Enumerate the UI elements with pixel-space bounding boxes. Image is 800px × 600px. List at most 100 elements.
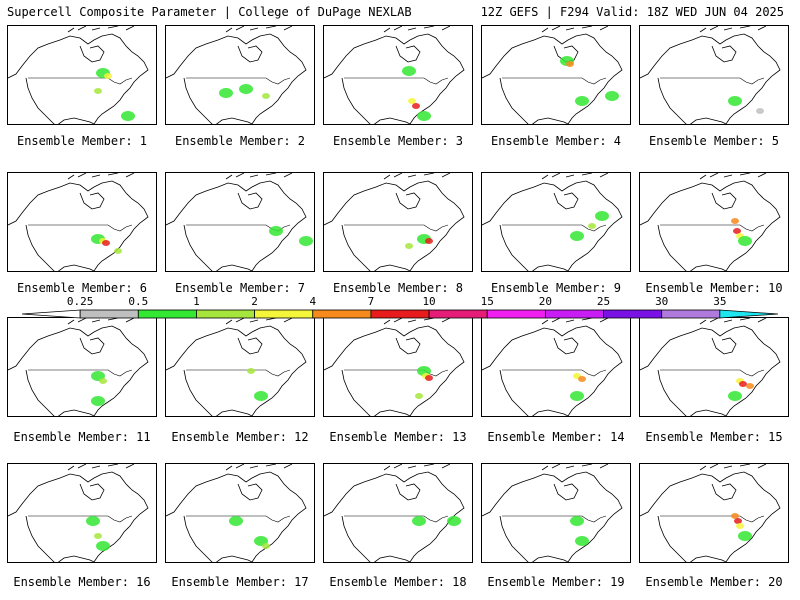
map-canvas: [482, 464, 623, 562]
map-canvas: [8, 318, 149, 416]
arctic-islands: [225, 173, 293, 180]
scp-contour-blob: [417, 111, 431, 121]
coastline: [166, 471, 307, 562]
west-coastline: [657, 224, 687, 271]
arctic-islands: [541, 26, 609, 33]
coastline: [324, 33, 465, 124]
ensemble-member-label: Ensemble Member: 3: [332, 134, 464, 148]
ensemble-member-label: Ensemble Member: 17: [171, 575, 309, 589]
map-canvas: [324, 318, 465, 416]
colorbar-segment: [603, 309, 663, 319]
arctic-islands: [383, 173, 451, 180]
scp-contour-blob: [96, 541, 110, 551]
hudson-bay: [553, 192, 579, 210]
ensemble-map-panel: [323, 25, 473, 125]
colorbar-segment: [544, 309, 604, 319]
ensemble-member-label: Ensemble Member: 4: [490, 134, 622, 148]
colorbar-segment: [312, 309, 372, 319]
scp-contour-blob: [575, 536, 589, 546]
map-canvas: [640, 318, 781, 416]
ensemble-map-panel: [323, 317, 473, 417]
coastline: [324, 325, 465, 416]
ensemble-map-panel: [7, 172, 157, 272]
colorbar-segment: [21, 309, 81, 319]
scp-contour-blob: [578, 376, 586, 382]
arctic-islands: [67, 464, 135, 471]
coastline: [166, 180, 307, 271]
arctic-islands: [541, 318, 609, 325]
map-canvas: [324, 26, 465, 124]
ensemble-map-panel: [639, 172, 789, 272]
west-coastline: [499, 369, 529, 416]
map-canvas: [482, 318, 623, 416]
west-coastline: [657, 77, 687, 124]
hudson-bay: [79, 45, 105, 63]
border: [28, 369, 133, 377]
colorbar-tick-label: 1: [193, 295, 200, 308]
coastline: [166, 325, 307, 416]
scp-contour-blob: [731, 513, 739, 519]
west-coastline: [183, 77, 213, 124]
ensemble-map-panel: [165, 317, 315, 417]
colorbar-tick-label: 25: [596, 295, 611, 308]
border: [660, 224, 765, 232]
gulf-coastline: [690, 117, 727, 124]
hudson-bay: [711, 192, 737, 210]
ensemble-member-label: Ensemble Member: 13: [329, 430, 467, 444]
map-canvas: [166, 464, 307, 562]
scp-contour-blob: [247, 368, 255, 374]
ensemble-map-panel: [7, 25, 157, 125]
arctic-islands: [225, 318, 293, 325]
coastline: [640, 471, 781, 562]
coastline: [8, 180, 149, 271]
border: [660, 77, 765, 85]
gulf-coastline: [532, 117, 569, 124]
ensemble-map-panel: [323, 463, 473, 563]
gulf-coastline: [216, 264, 253, 271]
scp-contour-blob: [575, 96, 589, 106]
border: [344, 515, 449, 523]
map-canvas: [324, 464, 465, 562]
colorbar-segment: [254, 309, 314, 319]
scp-contour-blob: [425, 375, 433, 381]
scp-contour-blob: [94, 533, 102, 539]
colorbar-tick-label: 35: [713, 295, 727, 308]
arctic-islands: [225, 26, 293, 33]
arctic-islands: [67, 173, 135, 180]
scp-contour-blob: [239, 84, 253, 94]
hudson-bay: [395, 483, 421, 501]
hudson-bay: [395, 45, 421, 63]
ensemble-member-label: Ensemble Member: 16: [13, 575, 151, 589]
scp-contour-blob: [425, 238, 433, 244]
gulf-coastline: [58, 264, 95, 271]
hudson-bay: [553, 483, 579, 501]
border: [502, 369, 607, 377]
scp-contour-blob: [595, 211, 609, 221]
arctic-islands: [225, 464, 293, 471]
ensemble-member-label: Ensemble Member: 18: [329, 575, 467, 589]
colorbar-segment: [719, 309, 779, 319]
scp-contour-blob: [728, 96, 742, 106]
arctic-islands: [383, 318, 451, 325]
ensemble-member-label: Ensemble Member: 12: [171, 430, 309, 444]
colorbar-tick-label: 2: [251, 295, 258, 308]
hudson-bay: [711, 45, 737, 63]
gulf-coastline: [532, 555, 569, 562]
map-canvas: [482, 173, 623, 271]
colorbar-tick-label: 0.25: [66, 295, 94, 308]
west-coastline: [341, 77, 371, 124]
west-coastline: [657, 515, 687, 562]
ensemble-member-label: Ensemble Member: 19: [487, 575, 625, 589]
coastline: [8, 471, 149, 562]
ensemble-map-panel: [481, 317, 631, 417]
colorbar-tick-label: 4: [309, 295, 317, 308]
scp-contour-blob: [102, 240, 110, 246]
scp-contour-blob: [262, 543, 270, 549]
scp-contour-blob: [447, 516, 461, 526]
scp-contour-blob: [412, 516, 426, 526]
ensemble-map-panel: [639, 463, 789, 563]
coastline: [482, 325, 623, 416]
map-canvas: [166, 318, 307, 416]
coastline: [324, 180, 465, 271]
coastline: [482, 180, 623, 271]
